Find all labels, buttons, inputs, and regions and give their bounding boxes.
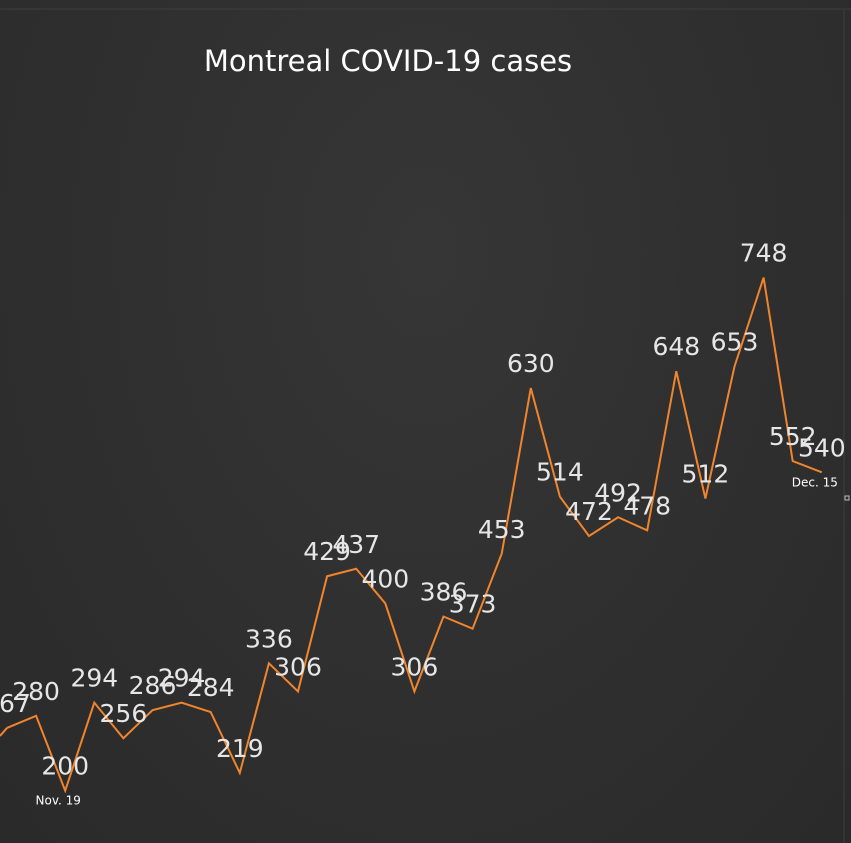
data-point <box>354 567 358 571</box>
data-point <box>558 495 562 499</box>
data-label: 294 <box>70 664 118 693</box>
data-label: 200 <box>41 752 89 781</box>
data-point <box>63 789 67 793</box>
data-label: 453 <box>478 515 526 544</box>
data-point <box>791 459 795 463</box>
data-label: 748 <box>740 239 788 268</box>
data-point <box>151 708 155 712</box>
data-point <box>587 534 591 538</box>
data-point <box>5 726 9 730</box>
resize-handle[interactable] <box>844 495 850 501</box>
data-label: 437 <box>332 530 380 559</box>
data-label: 306 <box>391 652 439 681</box>
date-annotations: Nov. 19 Dec. 15 <box>36 475 838 807</box>
data-label: 256 <box>100 699 148 728</box>
data-label: 429 <box>303 537 351 566</box>
data-point <box>325 574 329 578</box>
data-label: 648 <box>652 332 700 361</box>
chart-title: Montreal COVID-19 cases <box>204 44 572 78</box>
data-label: 552 <box>769 422 817 451</box>
data-point <box>645 528 649 532</box>
data-label: 478 <box>623 491 671 520</box>
data-point <box>733 364 737 368</box>
data-label: 472 <box>565 497 613 526</box>
data-point <box>92 701 96 705</box>
data-point <box>34 714 38 718</box>
data-point <box>703 497 707 501</box>
data-label: 294 <box>158 664 206 693</box>
data-label: 653 <box>711 327 759 356</box>
data-label: 540 <box>798 433 846 462</box>
data-label: 400 <box>361 564 409 593</box>
data-point <box>616 515 620 519</box>
data-point <box>296 689 300 693</box>
x-date-label: Dec. 15 <box>792 475 838 489</box>
data-label: 373 <box>449 590 497 619</box>
data-point <box>674 369 678 373</box>
data-labels: 2672802002942562862942842193363064294374… <box>0 239 846 781</box>
data-label: 267 <box>0 689 31 718</box>
data-label: 512 <box>682 460 730 489</box>
data-point <box>820 470 824 474</box>
data-point <box>529 386 533 390</box>
data-label: 336 <box>245 624 293 653</box>
data-point <box>471 627 475 631</box>
data-point <box>121 736 125 740</box>
data-point <box>238 771 242 775</box>
data-label: 492 <box>594 478 642 507</box>
series-line-lead <box>0 727 8 737</box>
data-point <box>500 552 504 556</box>
data-point <box>442 615 446 619</box>
data-point <box>180 701 184 705</box>
data-label: 286 <box>129 671 177 700</box>
data-point <box>209 710 213 714</box>
data-point <box>412 689 416 693</box>
series-line <box>6 277 823 794</box>
data-point <box>383 601 387 605</box>
data-label: 280 <box>12 677 60 706</box>
data-label: 306 <box>274 652 322 681</box>
data-label: 514 <box>536 458 584 487</box>
data-label: 386 <box>420 578 468 607</box>
data-label: 630 <box>507 349 555 378</box>
data-point <box>267 661 271 665</box>
data-label: 219 <box>216 734 264 763</box>
series-layer <box>0 276 824 794</box>
data-point <box>762 276 766 280</box>
data-label: 284 <box>187 673 235 702</box>
x-date-label: Nov. 19 <box>36 794 81 808</box>
